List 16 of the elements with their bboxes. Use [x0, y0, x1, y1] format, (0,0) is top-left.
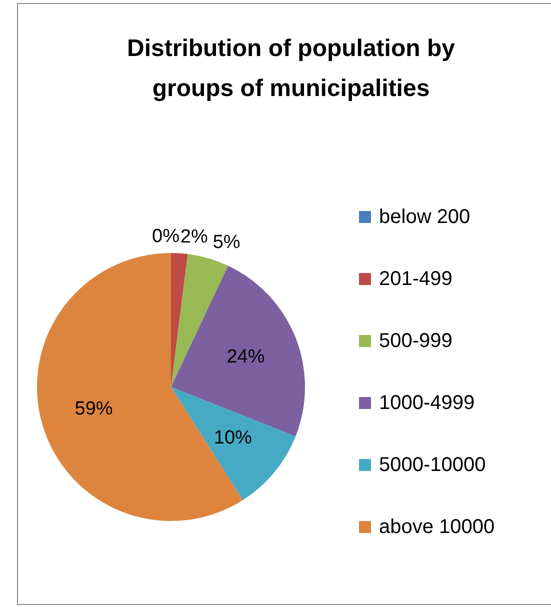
data-label: 5% [212, 232, 240, 253]
text: 0% [152, 226, 180, 248]
chart-title: Distribution of population by groups of municipalities [127, 35, 456, 102]
legend-label: below 200 [379, 206, 470, 228]
pie-slice [171, 254, 228, 387]
data-label: 59% [74, 398, 113, 420]
legend-label: above 10000 [379, 516, 495, 538]
legend-label: 500-999 [379, 330, 452, 352]
legend-label: 1000-4999 [379, 392, 475, 414]
legend-label: 201-499 [379, 268, 452, 290]
pie-slice [171, 253, 188, 387]
data-label: 2% [180, 226, 208, 248]
legend-label: 5000-10000 [379, 454, 486, 476]
data-label: 10% [214, 427, 252, 448]
data-label: 24% [226, 346, 265, 368]
pie-slice [171, 387, 296, 500]
